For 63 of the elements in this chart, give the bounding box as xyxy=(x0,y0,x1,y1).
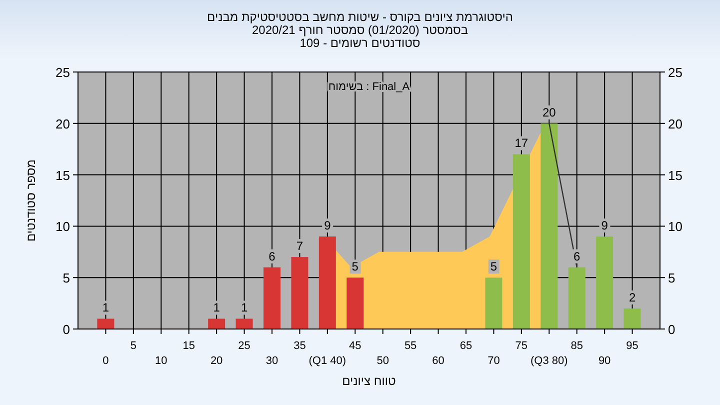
data-label: 17 xyxy=(514,136,528,150)
data-label: 5 xyxy=(352,260,359,274)
bar xyxy=(208,318,226,329)
chart-subtitle: בסמסטר (01/2020) סמסטר חורף 2020/21 xyxy=(252,23,468,37)
bar xyxy=(318,236,336,329)
bar xyxy=(97,318,114,329)
y2-tick-label: 10 xyxy=(668,219,682,234)
x-tick-label: 90 xyxy=(598,355,611,367)
x-tick-label: 0 xyxy=(102,355,109,367)
bar xyxy=(264,267,280,329)
x-axis-title: טווח ציונים xyxy=(342,374,396,388)
y2-tick-label: 5 xyxy=(668,270,676,286)
y2-tick-label: 15 xyxy=(668,168,682,183)
data-label: 7 xyxy=(296,239,304,254)
bar xyxy=(236,318,253,329)
x-tick-label: 10 xyxy=(155,355,168,367)
x-tick-label: 95 xyxy=(626,340,638,352)
y-tick-label: 25 xyxy=(56,65,70,80)
x-tick-label: 45 xyxy=(349,340,362,352)
y2-tick-label: 25 xyxy=(668,65,682,80)
data-label: 2 xyxy=(628,290,636,304)
data-label: 1 xyxy=(240,300,248,315)
data-label: 1 xyxy=(213,300,220,315)
y-tick-label: 5 xyxy=(62,270,70,286)
bar xyxy=(568,267,586,329)
text: סטודנטים רשומים - 109 xyxy=(300,36,420,50)
x-tick-label: (Q3 80) xyxy=(530,355,568,367)
x-tick-label: (Q1 40) xyxy=(308,355,346,367)
y-tick-label: 20 xyxy=(56,116,70,132)
x-tick-label: 35 xyxy=(294,340,306,352)
x-tick-label: 75 xyxy=(515,340,528,352)
data-label: 1 xyxy=(102,300,110,315)
data-label: 6 xyxy=(268,249,276,264)
bar xyxy=(485,278,502,329)
y-tick-label: 10 xyxy=(56,219,70,234)
bar xyxy=(540,123,558,329)
bar xyxy=(291,257,308,329)
x-tick-label: 20 xyxy=(210,355,223,367)
bar xyxy=(512,154,530,329)
x-tick-label: 70 xyxy=(488,355,500,367)
bar xyxy=(624,308,641,329)
x-tick-label: 60 xyxy=(432,355,444,367)
data-label: 9 xyxy=(601,218,608,232)
x-tick-label: 50 xyxy=(376,355,389,367)
y-tick-label: 0 xyxy=(62,322,70,337)
bar xyxy=(346,278,364,329)
x-tick-label: 55 xyxy=(404,340,417,352)
data-label: 9 xyxy=(324,218,332,232)
x-tick-label: 15 xyxy=(182,340,195,352)
x-tick-label: 30 xyxy=(266,355,278,367)
x-tick-label: 85 xyxy=(570,340,583,352)
x-tick-label: 25 xyxy=(238,340,250,352)
y2-tick-label: 0 xyxy=(668,322,676,337)
data-label: 20 xyxy=(542,105,556,120)
x-tick-label: 5 xyxy=(130,340,136,352)
data-label: 6 xyxy=(574,249,581,264)
data-label: 5 xyxy=(490,260,498,274)
y-axis-title: מספר סטודנטים xyxy=(24,159,38,242)
chart-title: היסטוגרמת ציונים בקורס - שיטות מחשב בסטטיסטיקת מבנים xyxy=(207,10,513,24)
y2-tick-label: 20 xyxy=(668,116,682,132)
bar xyxy=(596,236,614,329)
x-tick-label: 65 xyxy=(460,340,472,352)
y-tick-label: 15 xyxy=(56,168,70,183)
